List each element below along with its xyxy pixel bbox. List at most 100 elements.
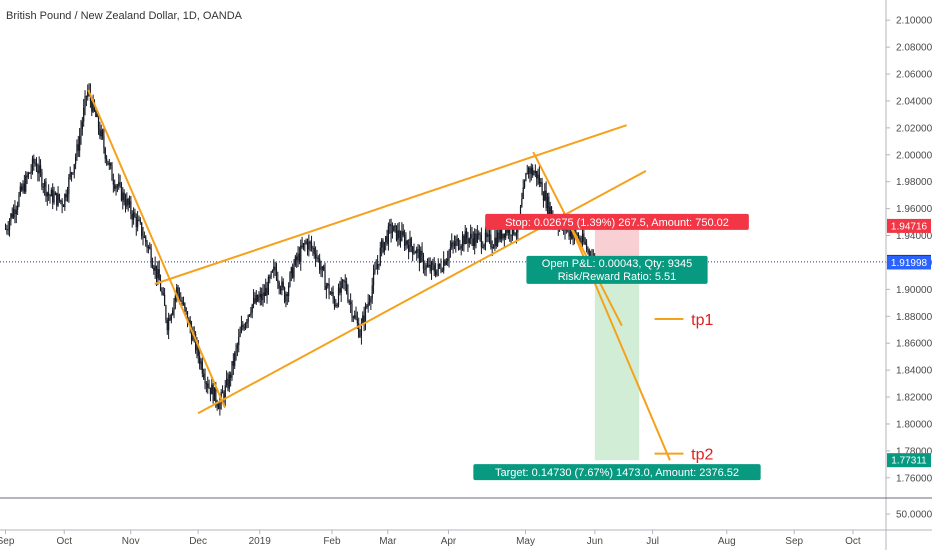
position-tool[interactable] (594, 225, 640, 461)
candle-body (455, 241, 457, 247)
candle-body (463, 235, 465, 245)
candle-body (286, 294, 288, 297)
candle-body (421, 250, 423, 256)
time-tick-label: Oct (56, 536, 72, 547)
candle-body (107, 161, 109, 165)
candle-body (29, 172, 31, 174)
candle (437, 258, 439, 277)
candle-body (60, 200, 62, 202)
price-tag[interactable]: 1.77311 (887, 453, 931, 468)
candle-body (139, 220, 141, 223)
candle-body (358, 323, 360, 337)
candle-body (228, 374, 230, 389)
candle (172, 307, 174, 316)
candle (247, 314, 249, 329)
candle-body (254, 298, 256, 303)
candle (227, 372, 229, 392)
candle-body (176, 287, 178, 296)
candle-body (159, 280, 162, 291)
candle (440, 258, 442, 274)
candle-body (227, 378, 229, 389)
candle (289, 271, 291, 288)
candle-body (204, 377, 206, 384)
candle (413, 243, 415, 255)
candle (27, 171, 30, 180)
candle-body (173, 300, 175, 311)
candle (389, 219, 391, 234)
candle-body (166, 320, 168, 331)
candle (15, 205, 17, 224)
candle-body (79, 136, 81, 151)
candle (363, 306, 365, 332)
candle-body (498, 232, 500, 240)
time-tick-label: Mar (379, 536, 397, 547)
trend-line[interactable] (197, 170, 647, 415)
candle-body (502, 233, 504, 239)
candle (11, 207, 13, 219)
candle-body (581, 233, 584, 243)
candle-body (72, 172, 74, 174)
candle (124, 193, 127, 213)
candle-body (546, 196, 549, 209)
candle (38, 156, 40, 182)
candle (259, 287, 261, 306)
candle-body (119, 182, 121, 184)
candle (472, 231, 474, 250)
candle-body (42, 186, 44, 188)
candle-body (199, 355, 201, 365)
candle (209, 387, 212, 402)
price-tick-label: 1.98000 (896, 177, 932, 188)
candle-body (544, 190, 546, 201)
candle-body (300, 245, 302, 262)
candle-body (10, 213, 12, 221)
candle-body (496, 232, 499, 246)
candle (453, 235, 456, 250)
candle-body (95, 110, 97, 117)
candle (70, 171, 73, 182)
stop-label: Stop: 0.02675 (1.39%) 267.5, Amount: 750… (505, 217, 729, 229)
candle-body (461, 235, 464, 247)
candle (348, 299, 350, 306)
candle (173, 297, 175, 319)
candle-body (389, 224, 391, 226)
candle (262, 283, 264, 307)
price-tag[interactable]: 1.91998 (887, 255, 931, 270)
candle-body (212, 384, 214, 401)
candle (77, 135, 79, 157)
trend-line[interactable] (154, 124, 627, 285)
candle (371, 277, 373, 304)
candle-body (65, 194, 67, 198)
candle (12, 204, 15, 220)
stop-zone[interactable] (594, 225, 640, 262)
candle-body (316, 257, 318, 259)
candle (463, 234, 465, 252)
candle (223, 390, 225, 404)
target-zone[interactable] (594, 261, 640, 461)
candle (406, 239, 408, 249)
time-axis[interactable]: Sep Oct Nov Dec 2019 Feb Mar Apr May Jun Jul Aug Sep… (0, 530, 861, 547)
candle (65, 189, 67, 202)
candle-body (157, 269, 159, 279)
candle-body (360, 322, 363, 336)
candle (290, 266, 292, 282)
candle-body (255, 294, 257, 303)
candle-body (231, 361, 233, 378)
candle (374, 261, 376, 275)
candle (64, 193, 66, 211)
trend-line[interactable] (87, 89, 226, 409)
candle (301, 236, 303, 249)
trend-line[interactable] (532, 151, 623, 327)
candle (378, 263, 380, 270)
candle-body (337, 287, 340, 306)
candles (4, 83, 596, 416)
candle-body (197, 343, 199, 356)
candle (461, 231, 464, 251)
price-tag[interactable]: 1.94716 (887, 218, 931, 233)
candle-body (336, 304, 338, 306)
candle-body (46, 192, 48, 197)
candle-body (50, 189, 52, 197)
candle-body (362, 315, 364, 323)
candle-body (379, 247, 381, 265)
